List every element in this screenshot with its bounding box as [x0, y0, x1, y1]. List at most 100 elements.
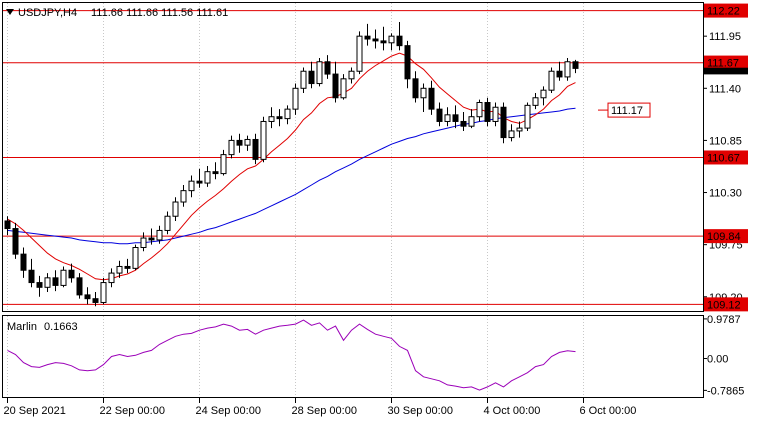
candle-body [412, 78, 419, 99]
candle-body [44, 277, 51, 288]
candle-body [380, 40, 387, 44]
candle-body [36, 282, 43, 288]
candle-body [116, 265, 123, 274]
candle-body [252, 138, 259, 160]
candle-body [428, 87, 435, 110]
x-tick-label: 6 Oct 00:00 [580, 405, 637, 417]
indicator-name: Marlin [7, 321, 37, 333]
candle-body [460, 120, 467, 127]
candle-body [340, 78, 347, 99]
candle-body [404, 45, 411, 80]
candle-body [516, 127, 523, 132]
slow-ma-line [7, 107, 576, 245]
candle-body [524, 104, 531, 129]
symbol-label: USDJPY,H4 [18, 7, 77, 19]
candle-body [420, 87, 427, 99]
candle-body [452, 114, 459, 122]
indicator-value: 0.1663 [44, 321, 78, 333]
indicator-y-tick-label: 0.9787 [707, 314, 741, 326]
candle-body [52, 277, 59, 286]
level-tag [704, 150, 748, 165]
callout-box [607, 102, 651, 118]
indicator-plot-frame [2, 315, 704, 398]
candle-body [564, 61, 571, 78]
candle-body [196, 180, 203, 184]
candle-body [124, 265, 131, 269]
candle-body [332, 73, 339, 99]
candle-body [316, 61, 323, 85]
candle-body [244, 138, 251, 146]
x-tick-label: 22 Sep 00:00 [100, 405, 165, 417]
candle-body [212, 171, 219, 175]
candle-body [556, 70, 563, 78]
level-tag [704, 229, 748, 244]
y-tick-label: 111.40 [709, 83, 741, 95]
candle-body [4, 220, 11, 230]
candle-body [20, 253, 27, 271]
indicator-y-tick-label: 0.00 [707, 354, 728, 366]
candle-body [444, 114, 451, 122]
y-tick-label: 110.30 [709, 188, 742, 200]
candle-body [396, 35, 403, 47]
level-tag [704, 3, 748, 18]
x-tick-label: 24 Sep 00:00 [196, 405, 261, 417]
marlin-line [7, 319, 576, 391]
candle-body [540, 89, 547, 99]
candle-body [476, 102, 483, 118]
axis-labels: 20 Sep 2021 22 Sep 00:00 24 Sep 00:00 28 Se… [4, 3, 748, 417]
candle-body [204, 171, 211, 184]
candle-body [228, 139, 235, 156]
candle-body [140, 237, 147, 249]
candle-body [92, 298, 99, 303]
candle-body [372, 38, 379, 42]
candle-body [268, 116, 275, 122]
candle-body [236, 139, 243, 146]
level-lines [3, 10, 703, 305]
x-tick-label: 30 Sep 00:00 [388, 405, 453, 417]
candle-body [172, 201, 179, 217]
candle-body [292, 87, 299, 110]
x-tick-label: 20 Sep 2021 [4, 405, 66, 417]
candle-body [484, 102, 491, 122]
level-tag-label: 111.67 [707, 58, 739, 70]
candle-body [108, 272, 115, 284]
candle-body [508, 130, 515, 139]
candle-body [388, 35, 395, 44]
candle-body [156, 229, 163, 241]
y-tick-label: 111.95 [709, 31, 741, 43]
candle-body [12, 228, 19, 255]
y-tick-label: 110.85 [709, 135, 742, 147]
candle-body [148, 237, 155, 241]
candle-body [356, 35, 363, 72]
candle-body [492, 106, 499, 122]
candle-body [60, 269, 67, 286]
candle-body [276, 116, 283, 120]
candle-body [324, 61, 331, 75]
level-tag-label: 110.67 [707, 152, 740, 164]
indicator-y-tick-label: -0.7865 [707, 385, 744, 397]
candle-body [84, 294, 91, 300]
level-tag-label: 112.22 [707, 6, 740, 18]
ohlc-readout: 111.66 111.66 111.56 111.61 [91, 7, 228, 19]
candle-body [100, 282, 107, 303]
collapse-triangle-icon[interactable] [6, 9, 14, 15]
level-tag [704, 55, 748, 68]
candle-body [28, 269, 35, 284]
candle-body [76, 277, 83, 296]
level-tag-label: 109.12 [707, 299, 741, 311]
candle-body [532, 97, 539, 106]
level-tag-label: 109.84 [707, 231, 741, 243]
candle-body [220, 154, 227, 175]
candle-body [188, 180, 195, 192]
candle-body [572, 61, 579, 69]
level-tag [704, 297, 748, 312]
callout-label: 111.17 [611, 105, 643, 117]
x-tick-label: 28 Sep 00:00 [292, 405, 357, 417]
x-tick-label: 4 Oct 00:00 [484, 405, 541, 417]
candle-body [164, 215, 171, 231]
candle-body [500, 106, 507, 139]
candle-body [548, 70, 555, 91]
candle-body [68, 269, 75, 279]
candle-body [348, 70, 355, 80]
